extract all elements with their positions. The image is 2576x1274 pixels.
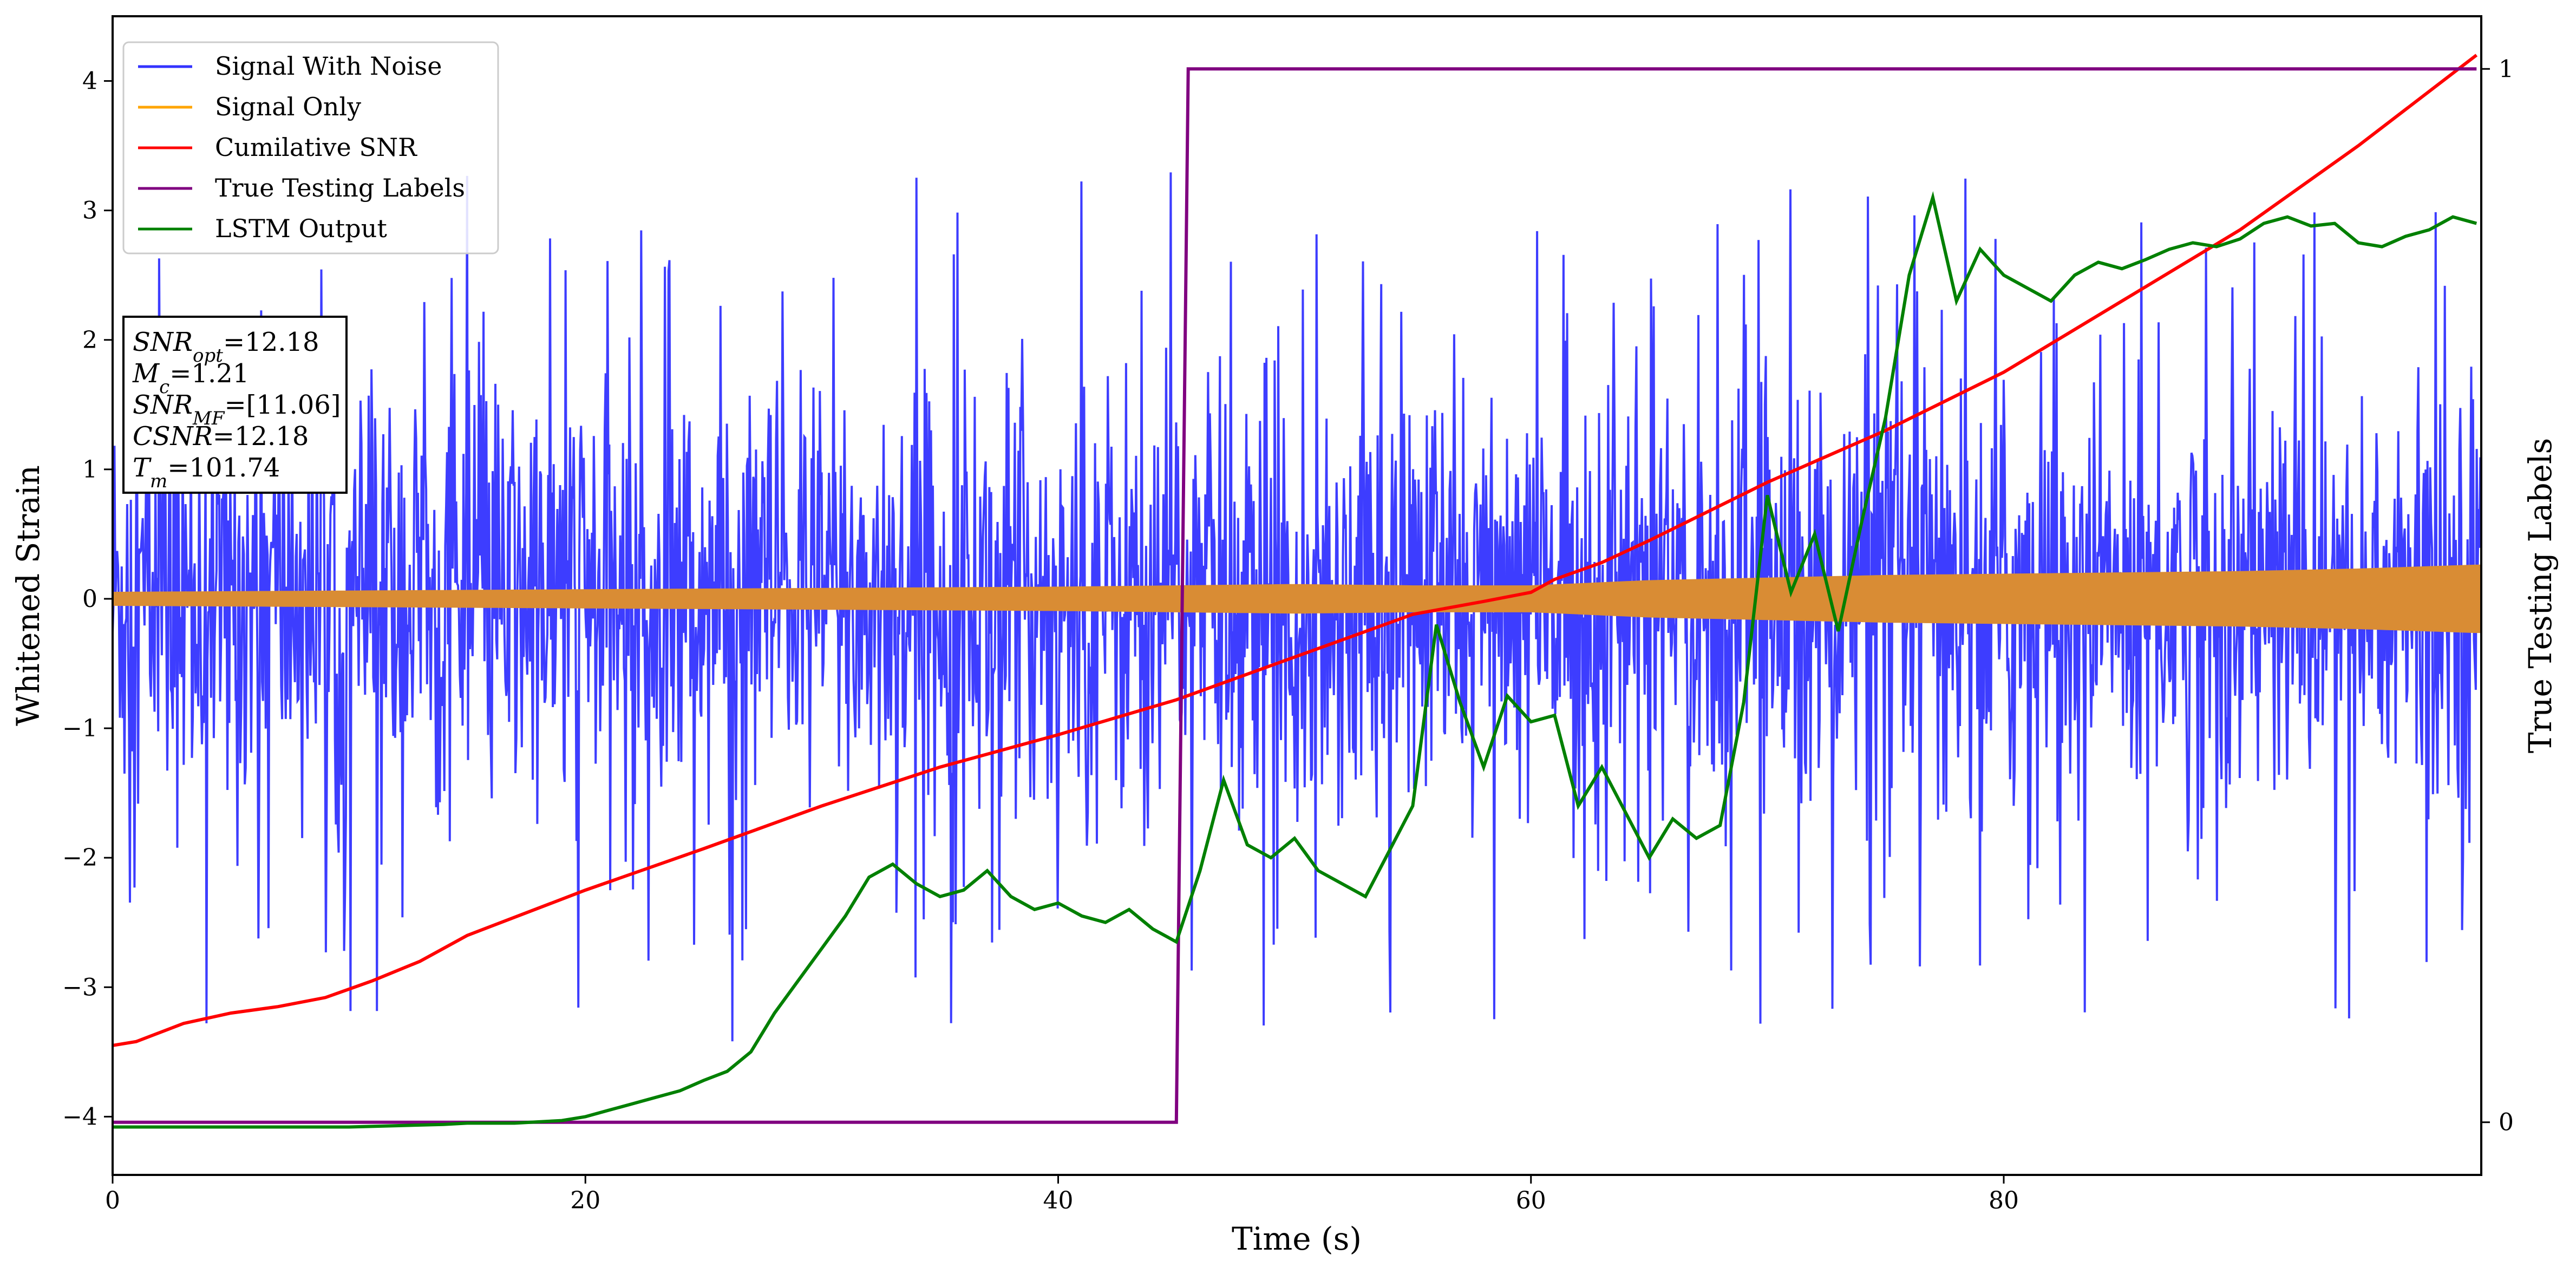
y-right-tick-label: 0	[2499, 1109, 2514, 1136]
signal-only-band	[113, 564, 2481, 633]
x-tick-label: 20	[570, 1187, 600, 1214]
y-tick-label: 2	[82, 326, 97, 354]
x-tick-label: 80	[1989, 1187, 2019, 1214]
info-line: SNRopt=12.18	[133, 327, 319, 367]
legend-label: LSTM Output	[215, 214, 387, 243]
info-line: SNRMF=[11.06]	[133, 390, 341, 429]
y-tick-label: −1	[62, 715, 97, 742]
y-axis-label: Whitened Strain	[10, 465, 47, 726]
plot-frame	[112, 15, 2482, 1176]
y-tick-label: −4	[62, 1103, 97, 1131]
info-box: SNRopt=12.18Mc=1.21SNRMF=[11.06]CSNR=12.…	[122, 316, 348, 494]
true-testing-labels-line	[113, 67, 2477, 1124]
plot-area	[113, 54, 2481, 1129]
y-axis-left: −4 −3 −2 −1 0 1 2 3 4	[62, 68, 113, 1131]
legend-label: Signal Only	[215, 92, 361, 121]
x-tick-label: 60	[1516, 1187, 1546, 1214]
x-tick-label: 0	[105, 1187, 120, 1214]
y-tick-label: 3	[82, 197, 97, 225]
y-axis-right-label: True Testing Labels	[2522, 438, 2559, 753]
legend-label: True Testing Labels	[215, 173, 465, 202]
lstm-output-line	[113, 191, 2477, 1129]
info-line: Mc=1.21	[132, 358, 249, 398]
y-tick-label: 1	[82, 456, 97, 484]
y-tick-label: 0	[82, 585, 97, 613]
y-axis-right: 01	[2481, 55, 2514, 1136]
x-axis-label: Time (s)	[1232, 1220, 1362, 1257]
legend-label: Signal With Noise	[215, 51, 442, 81]
info-line: CSNR=12.18	[133, 421, 309, 452]
cumulative-snr-line	[113, 54, 2478, 1047]
legend: Signal With Noise Signal Only Cumilative S…	[122, 41, 499, 254]
y-right-tick-label: 1	[2499, 55, 2514, 83]
signal-with-noise-line	[113, 172, 2481, 1042]
legend-label: Cumilative SNR	[215, 133, 417, 162]
y-tick-label: −2	[62, 844, 97, 872]
y-tick-label: 4	[82, 68, 97, 95]
x-tick-label: 40	[1043, 1187, 1074, 1214]
x-axis: 0 20 40 60 80	[105, 1175, 2019, 1214]
y-tick-label: −3	[62, 974, 97, 1001]
info-line: Tm=101.74	[133, 453, 280, 492]
